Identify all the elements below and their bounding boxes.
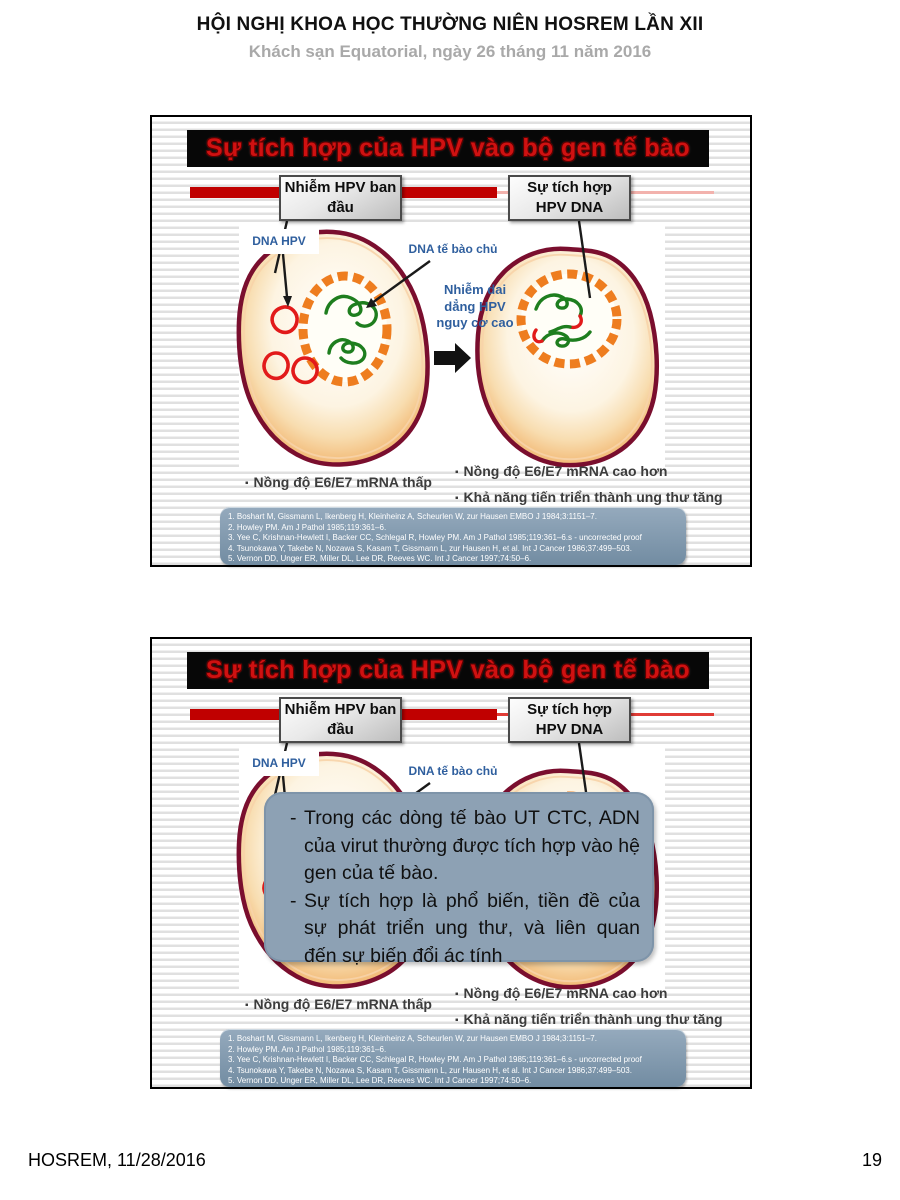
bullet-low-mrna: ▪ Nồng độ E6/E7 mRNA thấp (245, 474, 432, 490)
reference-item: 1. Boshart M, Gissmann L, Ikenberg H, Kl… (228, 512, 597, 521)
label-dna-host: DNA tế bào chủ (398, 760, 508, 782)
cell-left (236, 229, 430, 467)
reference-item: 5. Vernon DD, Unger ER, Miller DL, Lee D… (228, 554, 532, 564)
progression-arrow-icon (434, 343, 471, 373)
bullet-high-mrna: ▪ Nồng độ E6/E7 mRNA cao hơn (455, 985, 668, 1001)
bullet-low-mrna: ▪ Nồng độ E6/E7 mRNA thấp (245, 996, 432, 1012)
connector-lines (273, 220, 592, 304)
label-dna-host: DNA tế bào chủ (398, 238, 508, 260)
host-dna-green (324, 294, 378, 365)
bullet-square-icon: ▪ (245, 478, 249, 489)
slide-1: Sự tích hợp của HPV vào bộ gen tế bào Nh… (150, 115, 752, 567)
conference-subtitle: Khách sạn Equatorial, ngày 26 tháng 11 n… (248, 42, 652, 61)
slide-title-bar: Sự tích hợp của HPV vào bộ gen tế bào (187, 130, 709, 167)
reference-item: 3. Yee C, Krishnan-Hewlett I, Backer CC,… (228, 1055, 642, 1065)
diagram-background (239, 224, 665, 470)
bullet-high-mrna: ▪ Nồng độ E6/E7 mRNA cao hơn (455, 463, 668, 479)
page-header: HỘI NGHỊ KHOA HỌC THƯỜNG NIÊN HOSREM LẦN… (0, 14, 900, 62)
callout-point: - Trong các dòng tế bào UT CTC, ADN của v… (290, 807, 640, 884)
bullet-cancer-risk: ▪ Khả năng tiến triển thành ung thư tăng (455, 1011, 723, 1027)
conference-title: HỘI NGHỊ KHOA HỌC THƯỜNG NIÊN HOSREM LẦN… (196, 14, 704, 35)
footer-org-date: HOSREM, 11/28/2016 (28, 1150, 206, 1170)
reference-item: 1. Boshart M, Gissmann L, Ikenberg H, Kl… (228, 1034, 597, 1043)
flow-box-initial-infection: Nhiễm HPV ban đầu (279, 175, 402, 221)
references-box: 1. Boshart M, Gissmann L, Ikenberg H, Kl… (220, 507, 686, 565)
arrowheads (283, 296, 377, 308)
reference-item: 2. Howley PM. Am J Pathol 1985;119:361–6… (228, 1044, 387, 1054)
bullet-square-icon: ▪ (455, 1015, 459, 1026)
slide-title-bar: Sự tích hợp của HPV vào bộ gen tế bào (187, 652, 709, 689)
label-dna-hpv: DNA HPV (239, 751, 319, 776)
label-persistent-infection: Nhiễm dai dẳng HPV nguy cơ cao (436, 282, 514, 330)
bullet-cancer-risk: ▪ Khả năng tiến triển thành ung thư tăng (455, 489, 723, 505)
reference-item: 2. Howley PM. Am J Pathol 1985;119:361–6… (228, 522, 387, 532)
reference-item: 4. Tsunokawa Y, Takebe N, Nozawa S, Kasa… (228, 1065, 632, 1075)
flow-box-initial-infection: Nhiễm HPV ban đầu (279, 697, 402, 743)
bullet-square-icon: ▪ (455, 467, 459, 478)
flow-box-integration: Sự tích hợp HPV DNA (508, 697, 631, 743)
slide-title: Sự tích hợp của HPV vào bộ gen tế bào (205, 134, 691, 162)
footer-page-number: 19 (861, 1150, 882, 1170)
nucleus-right (516, 269, 622, 369)
integrated-dna (532, 293, 592, 348)
reference-item: 3. Yee C, Krishnan-Hewlett I, Backer CC,… (228, 533, 642, 543)
reference-item: 5. Vernon DD, Unger ER, Miller DL, Lee D… (228, 1076, 532, 1086)
callout-point: - Sự tích hợp là phổ biến, tiền đề của sự… (290, 889, 640, 967)
bullet-square-icon: ▪ (455, 493, 459, 504)
reference-item: 4. Tsunokawa Y, Takebe N, Nozawa S, Kasa… (228, 543, 632, 553)
dash-marker: - (290, 807, 297, 829)
flow-box-integration: Sự tích hợp HPV DNA (508, 175, 631, 221)
bullet-square-icon: ▪ (245, 1000, 249, 1011)
references-box: 1. Boshart M, Gissmann L, Ikenberg H, Kl… (220, 1029, 686, 1087)
slide-2: Sự tích hợp của HPV vào bộ gen tế bào Nh… (150, 637, 752, 1089)
commentary-callout: - Trong các dòng tế bào UT CTC, ADN của v… (264, 792, 654, 967)
label-dna-hpv: DNA HPV (239, 229, 319, 254)
hpv-dna-rings (262, 305, 319, 385)
nucleus-left (298, 271, 392, 387)
dash-marker: - (290, 889, 297, 912)
slide-title: Sự tích hợp của HPV vào bộ gen tế bào (205, 656, 691, 684)
bullet-square-icon: ▪ (455, 989, 459, 1000)
